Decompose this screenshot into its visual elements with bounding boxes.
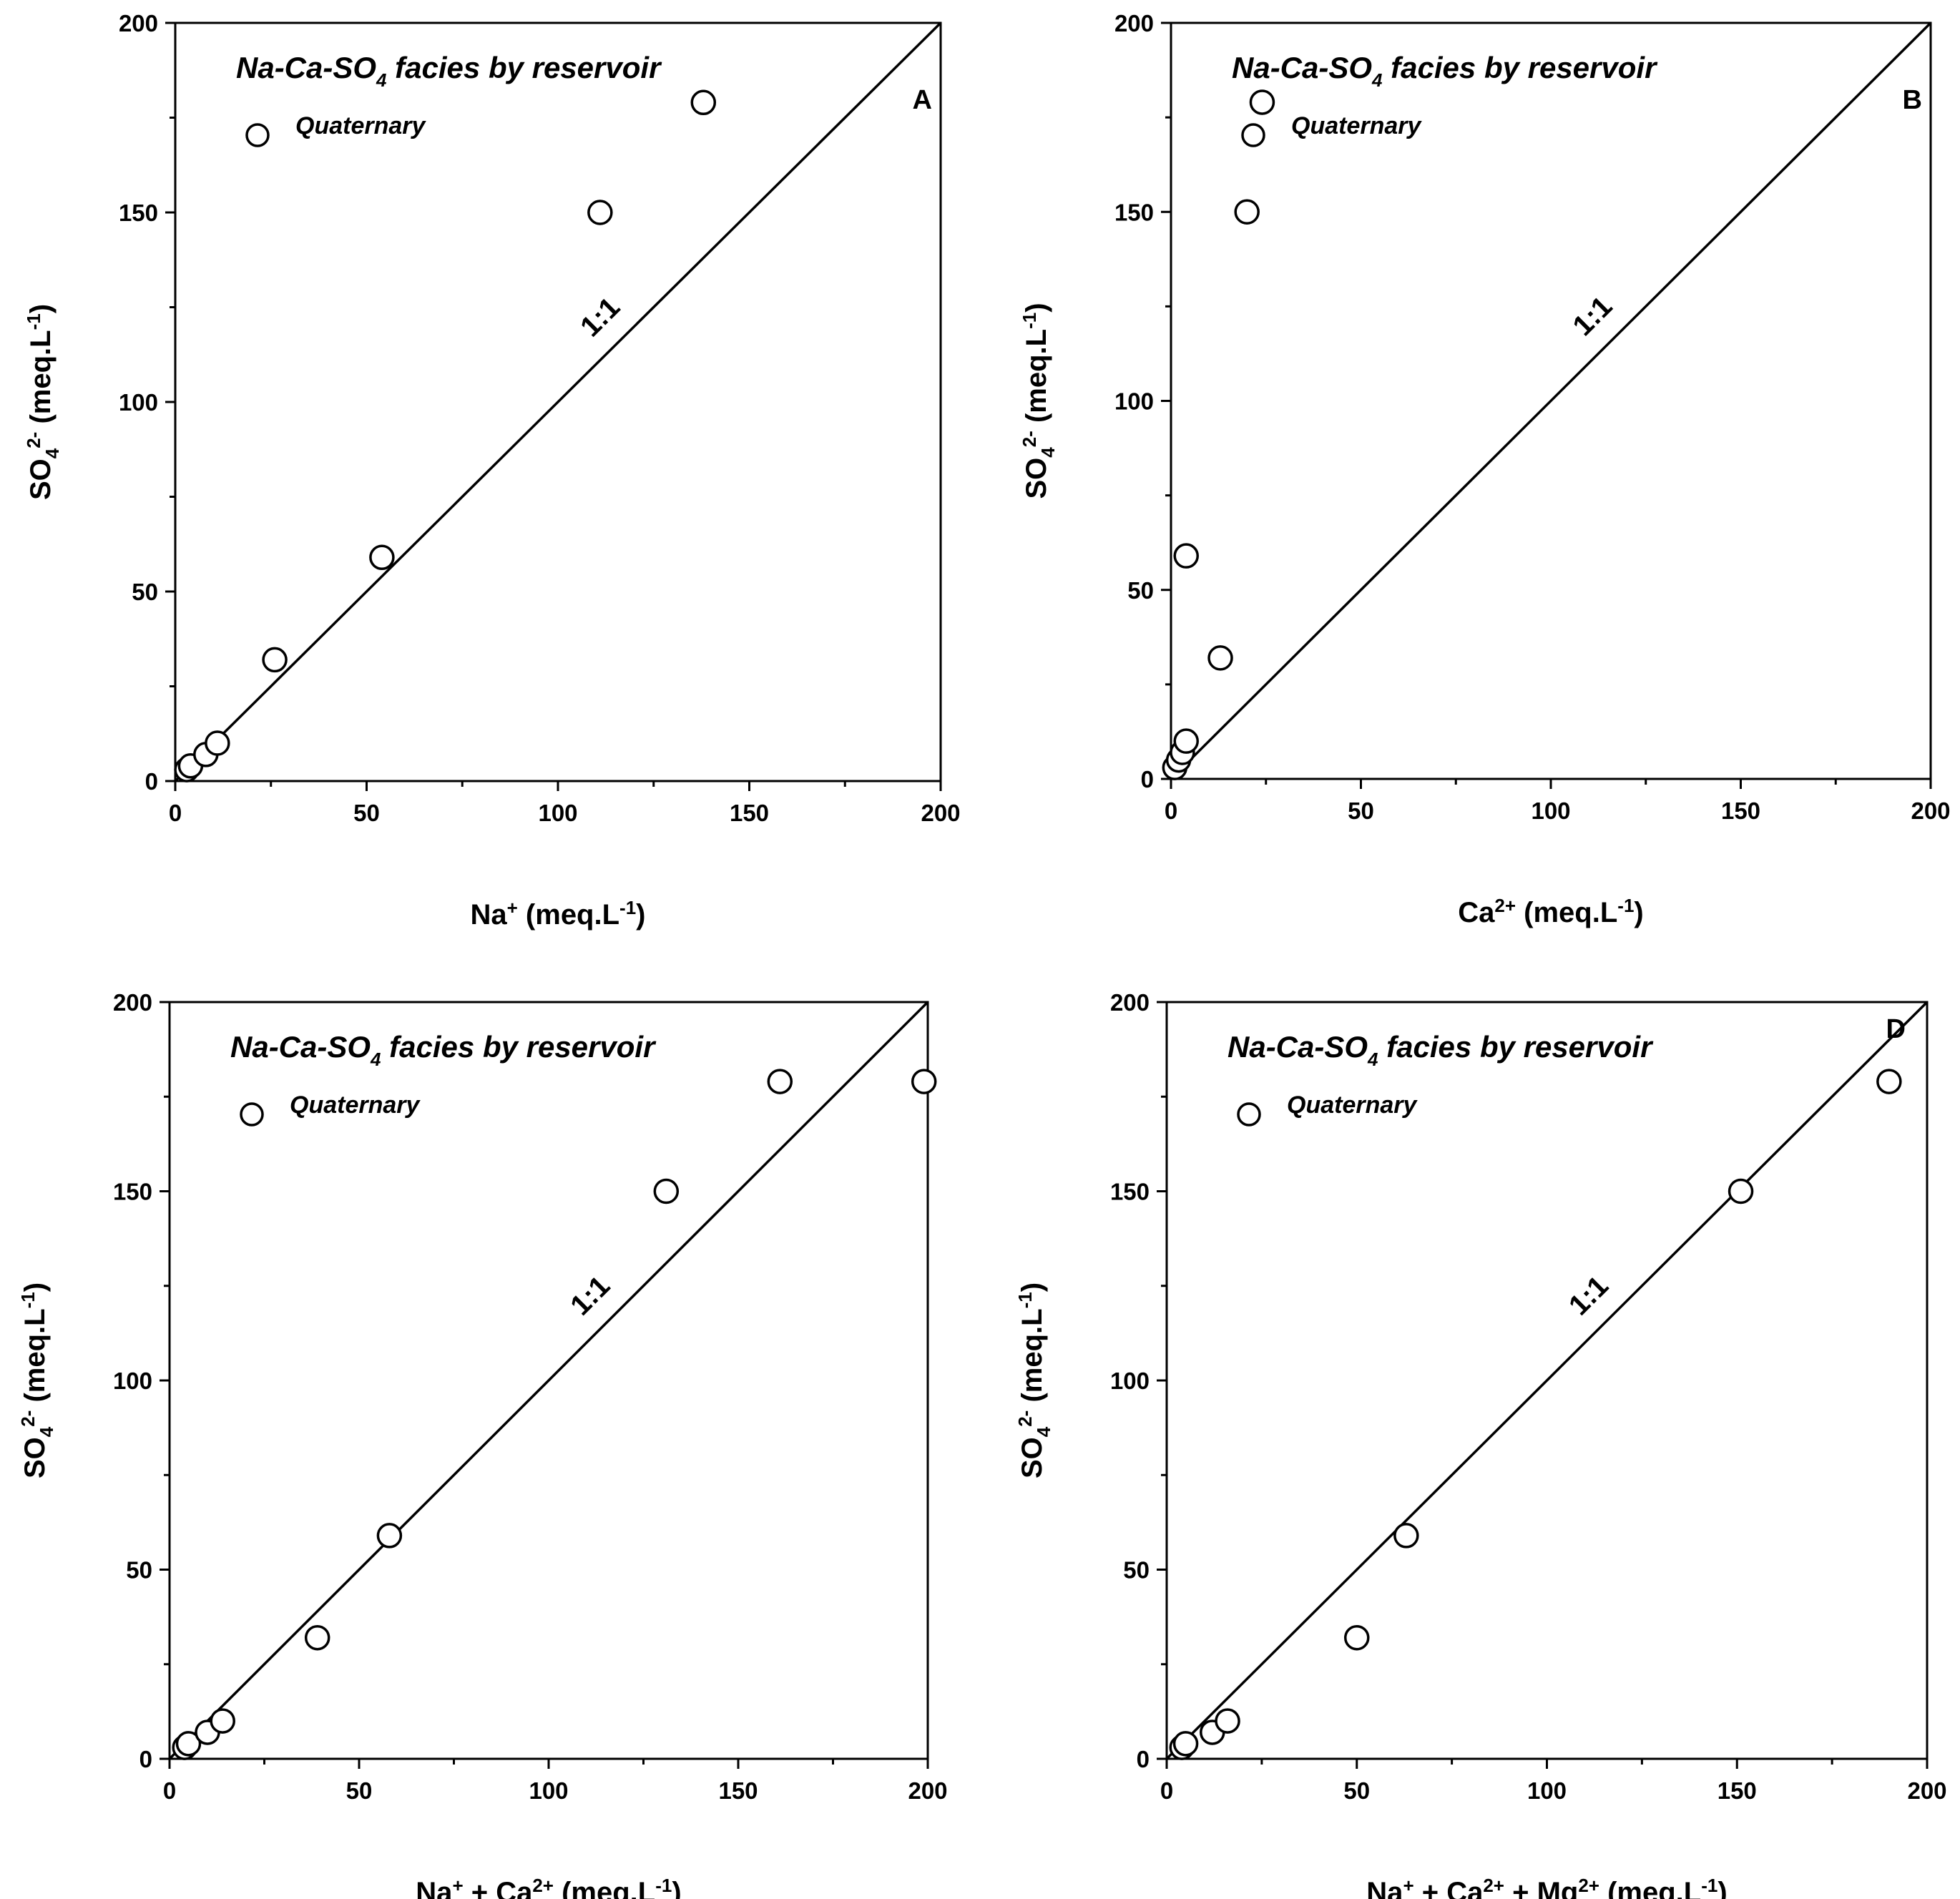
x-tick-label: 100 (538, 800, 577, 826)
legend-label: Quaternary (290, 1091, 421, 1119)
data-point (1172, 1731, 1199, 1757)
x-tick-label: 150 (1721, 798, 1760, 824)
y-tick-label: 50 (1123, 1557, 1150, 1584)
legend-title: Na-Ca-SO4 facies by reservoir (230, 1030, 657, 1070)
data-point (1173, 728, 1199, 754)
x-tick-label: 150 (718, 1777, 758, 1804)
x-tick-label: 50 (353, 800, 380, 826)
y-axis-title: SO42- (meq.L-1)SO42- (meq.L-1) (1014, 1282, 1054, 1478)
legend-label: Quaternary (295, 112, 426, 139)
data-point (1234, 199, 1260, 225)
x-tick-label: 150 (730, 800, 769, 826)
legend-marker (1237, 1102, 1261, 1127)
legend-title: Na-Ca-SO4 facies by reservoir (1232, 51, 1658, 91)
x-tick-label: 150 (1718, 1777, 1757, 1804)
legend-label: Quaternary (1287, 1091, 1418, 1119)
x-axis-title: Na+ (meq.L-1)Na+ (meq.L-1) (470, 897, 645, 931)
data-point (690, 89, 717, 116)
x-axis-title: Ca2+ (meq.L-1)Ca2+ (meq.L-1) (1458, 895, 1643, 928)
y-tick-label: 0 (139, 1746, 152, 1772)
data-point (1207, 645, 1233, 671)
data-point (911, 1069, 937, 1094)
legend-marker (240, 1102, 264, 1127)
data-point (1728, 1178, 1754, 1204)
y-tick-label: 0 (1141, 766, 1154, 793)
data-point (376, 1523, 403, 1549)
panel-letter: B (1903, 85, 1922, 115)
y-tick-label: 150 (1110, 1179, 1150, 1205)
data-point (1249, 89, 1275, 115)
x-tick-label: 200 (1911, 798, 1950, 824)
x-tick-label: 50 (346, 1777, 373, 1804)
data-point (1173, 543, 1199, 569)
legend-title: Na-Ca-SO4 facies by reservoir (1228, 1030, 1654, 1070)
y-axis-title: SO42- (meq.L-1)SO42- (meq.L-1) (17, 1282, 57, 1478)
data-point (1215, 1708, 1240, 1734)
data-point (175, 1731, 202, 1757)
x-axis-title: Na+ + Ca2+ (meq.L-1)Na+ + Ca2+ (meq.L-1) (416, 1875, 681, 1899)
one-to-one-line (1170, 21, 1932, 780)
legend-marker (1241, 123, 1265, 147)
y-tick-label: 50 (1127, 577, 1154, 604)
one-to-one-line (168, 1001, 929, 1760)
y-axis-title: SO42- (meq.L-1)SO42- (meq.L-1) (1019, 303, 1059, 499)
x-tick-label: 50 (1348, 798, 1374, 824)
x-tick-label: 0 (169, 800, 182, 826)
y-tick-label: 150 (119, 200, 158, 226)
y-tick-label: 150 (1114, 199, 1154, 225)
one-to-one-line (174, 21, 942, 782)
data-point (767, 1069, 793, 1094)
data-point (653, 1178, 680, 1204)
y-tick-label: 100 (113, 1368, 152, 1394)
y-tick-label: 0 (1137, 1746, 1150, 1772)
y-tick-label: 100 (119, 389, 158, 416)
data-point (369, 544, 395, 571)
panel-letter: D (1886, 1014, 1906, 1044)
y-tick-label: 200 (119, 10, 158, 36)
x-tick-label: 0 (1165, 798, 1177, 824)
legend-label: Quaternary (1291, 112, 1422, 139)
x-tick-label: 0 (1160, 1777, 1173, 1804)
one-to-one-line (1165, 1001, 1929, 1760)
x-tick-label: 50 (1343, 1777, 1370, 1804)
y-tick-label: 50 (132, 579, 158, 605)
x-tick-label: 200 (1907, 1777, 1946, 1804)
legend-marker (245, 123, 270, 147)
y-axis-title: SO42- (meq.L-1)SO42- (meq.L-1) (23, 304, 63, 500)
y-tick-label: 0 (145, 768, 158, 795)
data-point (1876, 1069, 1902, 1094)
data-point (1393, 1523, 1419, 1549)
y-tick-label: 100 (1114, 388, 1154, 415)
x-tick-label: 100 (1531, 798, 1570, 824)
data-point (304, 1624, 330, 1651)
data-point (1344, 1624, 1370, 1651)
data-point (262, 647, 288, 673)
y-tick-label: 50 (126, 1557, 152, 1584)
x-tick-label: 100 (529, 1777, 568, 1804)
y-tick-label: 200 (1110, 989, 1150, 1016)
panel-letter: A (913, 85, 932, 115)
x-tick-label: 200 (921, 800, 960, 826)
data-point (587, 200, 613, 225)
x-axis-title: Na+ + Ca2+ + Mg2+ (meq.L-1)Na+ + Ca2+ + … (1366, 1875, 1727, 1899)
data-point (210, 1708, 235, 1734)
data-point (205, 730, 230, 756)
legend-title: Na-Ca-SO4 facies by reservoir (236, 51, 662, 91)
y-tick-label: 100 (1110, 1368, 1150, 1394)
x-tick-label: 0 (163, 1777, 176, 1804)
y-tick-label: 200 (1114, 10, 1154, 36)
y-tick-label: 200 (113, 989, 152, 1016)
x-tick-label: 100 (1527, 1777, 1567, 1804)
y-tick-label: 150 (113, 1179, 152, 1205)
x-tick-label: 200 (908, 1777, 947, 1804)
